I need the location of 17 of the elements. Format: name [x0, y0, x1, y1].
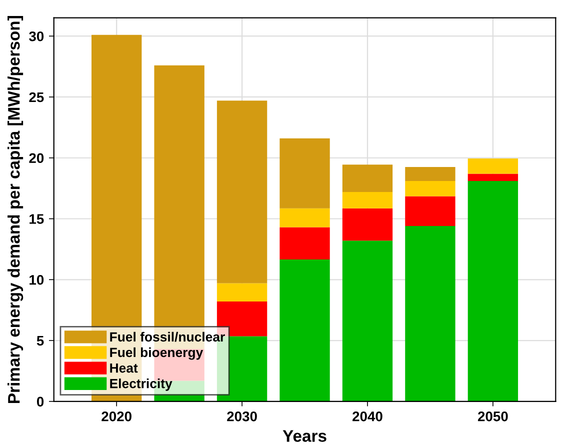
- legend-label: Fuel bioenergy: [110, 347, 204, 360]
- y-tick-label: 5: [36, 336, 44, 346]
- x-tick-label: 2040: [352, 411, 382, 422]
- y-tick-label: 20: [29, 153, 44, 164]
- legend-label: Heat: [110, 363, 138, 373]
- x-tick-label: 2020: [102, 411, 132, 422]
- x-tick-label: 2050: [478, 411, 508, 422]
- y-tick-label: 30: [29, 31, 44, 42]
- x-tick-label: 2030: [227, 411, 257, 422]
- legend-label: Fuel fossil/nuclear: [110, 332, 225, 342]
- legend-label: Electricity: [110, 378, 172, 391]
- y-tick-label: 0: [36, 396, 44, 407]
- x-axis-title: Years: [282, 430, 326, 442]
- y-tick-label: 25: [29, 92, 44, 102]
- y-axis-title: Primary energy demand per capita [MWh/person]: [8, 16, 24, 403]
- y-tick-label: 15: [30, 214, 44, 224]
- y-tick-label: 10: [30, 274, 44, 285]
